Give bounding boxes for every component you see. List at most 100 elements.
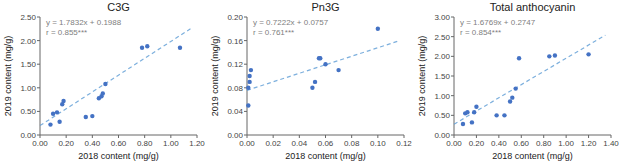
x-tick-label: 1.40: [603, 139, 619, 148]
point: [48, 122, 52, 126]
annotation: y = 1.7832x + 0.1988: [46, 18, 122, 27]
title: Pn3G: [311, 1, 339, 13]
x-tick: [299, 135, 300, 138]
y-tick: [451, 56, 454, 57]
x-axis-label: 2018 content (mg/g): [492, 151, 573, 161]
y-tick: [451, 115, 454, 116]
y-tick-label: 0.16: [227, 37, 243, 46]
point: [140, 45, 144, 49]
point: [323, 62, 327, 66]
y-tick-label: 0.00: [20, 131, 36, 140]
point: [55, 110, 59, 114]
y-tick: [451, 17, 454, 18]
y-tick-label: 0.50: [20, 107, 36, 116]
x-tick-label: 0.80: [536, 139, 552, 148]
point: [318, 56, 322, 60]
y-axis: [40, 17, 41, 135]
point: [470, 120, 474, 124]
figure: C3G0.000.200.400.600.801.001.200.000.501…: [0, 0, 621, 164]
y-tick-label: 0.50: [434, 111, 450, 120]
y-tick: [37, 40, 40, 41]
x-tick-label: 0.20: [58, 139, 74, 148]
y-tick-label: 0.20: [227, 13, 243, 22]
x-tick-label: 0.00: [446, 139, 462, 148]
point: [51, 112, 55, 116]
x-tick: [566, 135, 567, 138]
x-tick-label: 0.12: [396, 139, 412, 148]
point: [57, 120, 61, 124]
annotation: r = 0.855***: [46, 28, 87, 37]
point: [246, 86, 250, 90]
y-tick: [244, 17, 247, 18]
y-tick: [451, 95, 454, 96]
x-tick: [325, 135, 326, 138]
annotation: y = 0.7222x + 0.0757: [253, 18, 329, 27]
y-tick: [244, 64, 247, 65]
y-tick: [37, 17, 40, 18]
panel: Total anthocyanin0.000.200.400.600.801.0…: [417, 1, 619, 161]
x-tick: [197, 135, 198, 138]
point: [465, 110, 469, 114]
x-tick-label: 0.08: [344, 139, 360, 148]
panel: C3G0.000.200.400.600.801.001.200.000.501…: [3, 1, 205, 161]
x-tick-label: 0.40: [85, 139, 101, 148]
trend-line: [40, 29, 190, 126]
y-tick-label: 1.00: [434, 92, 450, 101]
y-tick: [451, 76, 454, 77]
y-axis: [247, 17, 248, 135]
y-tick: [37, 135, 40, 136]
x-axis: [454, 135, 611, 136]
point: [513, 86, 517, 90]
point: [502, 113, 506, 117]
x-tick-label: 1.00: [558, 139, 574, 148]
x-tick: [476, 135, 477, 138]
x-tick-label: 0.60: [111, 139, 127, 148]
plot-area: [454, 35, 605, 126]
y-tick-label: 0.08: [227, 84, 243, 93]
point: [90, 114, 94, 118]
point: [472, 110, 476, 114]
y-tick-label: 1.50: [20, 60, 36, 69]
x-axis-label: 2018 content (mg/g): [285, 151, 366, 161]
point: [246, 103, 250, 107]
x-tick: [377, 135, 378, 138]
y-tick: [244, 135, 247, 136]
point: [510, 95, 514, 99]
x-tick: [118, 135, 119, 138]
x-tick-label: 0.00: [32, 139, 48, 148]
x-tick: [66, 135, 67, 138]
y-tick-label: 0.00: [434, 131, 450, 140]
x-tick: [170, 135, 171, 138]
plot-area: [40, 29, 190, 127]
x-tick-label: 0.40: [491, 139, 507, 148]
x-tick: [543, 135, 544, 138]
y-tick: [37, 64, 40, 65]
point: [586, 52, 590, 56]
x-tick-label: 0.02: [265, 139, 281, 148]
x-tick-label: 1.00: [163, 139, 179, 148]
y-tick: [244, 111, 247, 112]
x-tick-label: 0.60: [513, 139, 529, 148]
annotation: r = 0.854***: [460, 28, 501, 37]
y-axis-label: 2019 content (mg/g): [3, 36, 13, 117]
y-axis-label: 2019 content (mg/g): [210, 36, 220, 117]
point: [474, 104, 478, 108]
point: [310, 86, 314, 90]
x-tick-label: 0.10: [370, 139, 386, 148]
x-axis-label: 2018 content (mg/g): [78, 151, 159, 161]
point: [547, 54, 551, 58]
y-tick-label: 0.04: [227, 107, 243, 116]
annotation: r = 0.761***: [253, 28, 294, 37]
x-tick-label: 0.04: [292, 139, 308, 148]
y-tick: [37, 111, 40, 112]
point: [103, 82, 107, 86]
y-tick-label: 2.00: [434, 52, 450, 61]
y-tick: [451, 36, 454, 37]
point: [461, 122, 465, 126]
y-tick-label: 2.50: [434, 33, 450, 42]
x-tick-label: 0.06: [318, 139, 334, 148]
y-tick: [451, 135, 454, 136]
background: [0, 0, 621, 164]
y-tick-label: 2.00: [20, 37, 36, 46]
point: [494, 113, 498, 117]
